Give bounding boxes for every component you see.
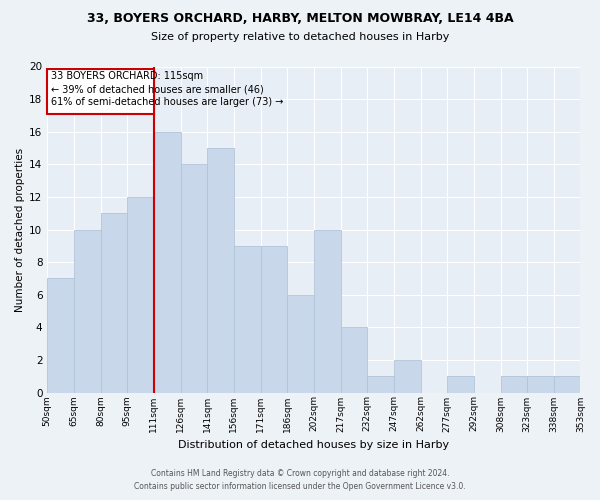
Bar: [447, 376, 474, 392]
Bar: [367, 376, 394, 392]
Bar: [341, 328, 367, 392]
Bar: [154, 132, 181, 392]
Bar: [500, 376, 527, 392]
Bar: [181, 164, 207, 392]
Bar: [234, 246, 260, 392]
Text: 33 BOYERS ORCHARD: 115sqm: 33 BOYERS ORCHARD: 115sqm: [51, 72, 203, 82]
Text: Size of property relative to detached houses in Harby: Size of property relative to detached ho…: [151, 32, 449, 42]
Bar: [127, 197, 154, 392]
Text: ← 39% of detached houses are smaller (46): ← 39% of detached houses are smaller (46…: [51, 84, 264, 94]
X-axis label: Distribution of detached houses by size in Harby: Distribution of detached houses by size …: [178, 440, 449, 450]
Bar: [47, 278, 74, 392]
FancyBboxPatch shape: [47, 69, 154, 114]
Bar: [101, 213, 127, 392]
Bar: [527, 376, 554, 392]
Text: 61% of semi-detached houses are larger (73) →: 61% of semi-detached houses are larger (…: [51, 98, 284, 108]
Bar: [554, 376, 580, 392]
Bar: [207, 148, 234, 392]
Text: Contains HM Land Registry data © Crown copyright and database right 2024.
Contai: Contains HM Land Registry data © Crown c…: [134, 469, 466, 491]
Y-axis label: Number of detached properties: Number of detached properties: [15, 148, 25, 312]
Bar: [287, 294, 314, 392]
Bar: [394, 360, 421, 392]
Bar: [260, 246, 287, 392]
Bar: [314, 230, 341, 392]
Text: 33, BOYERS ORCHARD, HARBY, MELTON MOWBRAY, LE14 4BA: 33, BOYERS ORCHARD, HARBY, MELTON MOWBRA…: [86, 12, 514, 26]
Bar: [74, 230, 101, 392]
